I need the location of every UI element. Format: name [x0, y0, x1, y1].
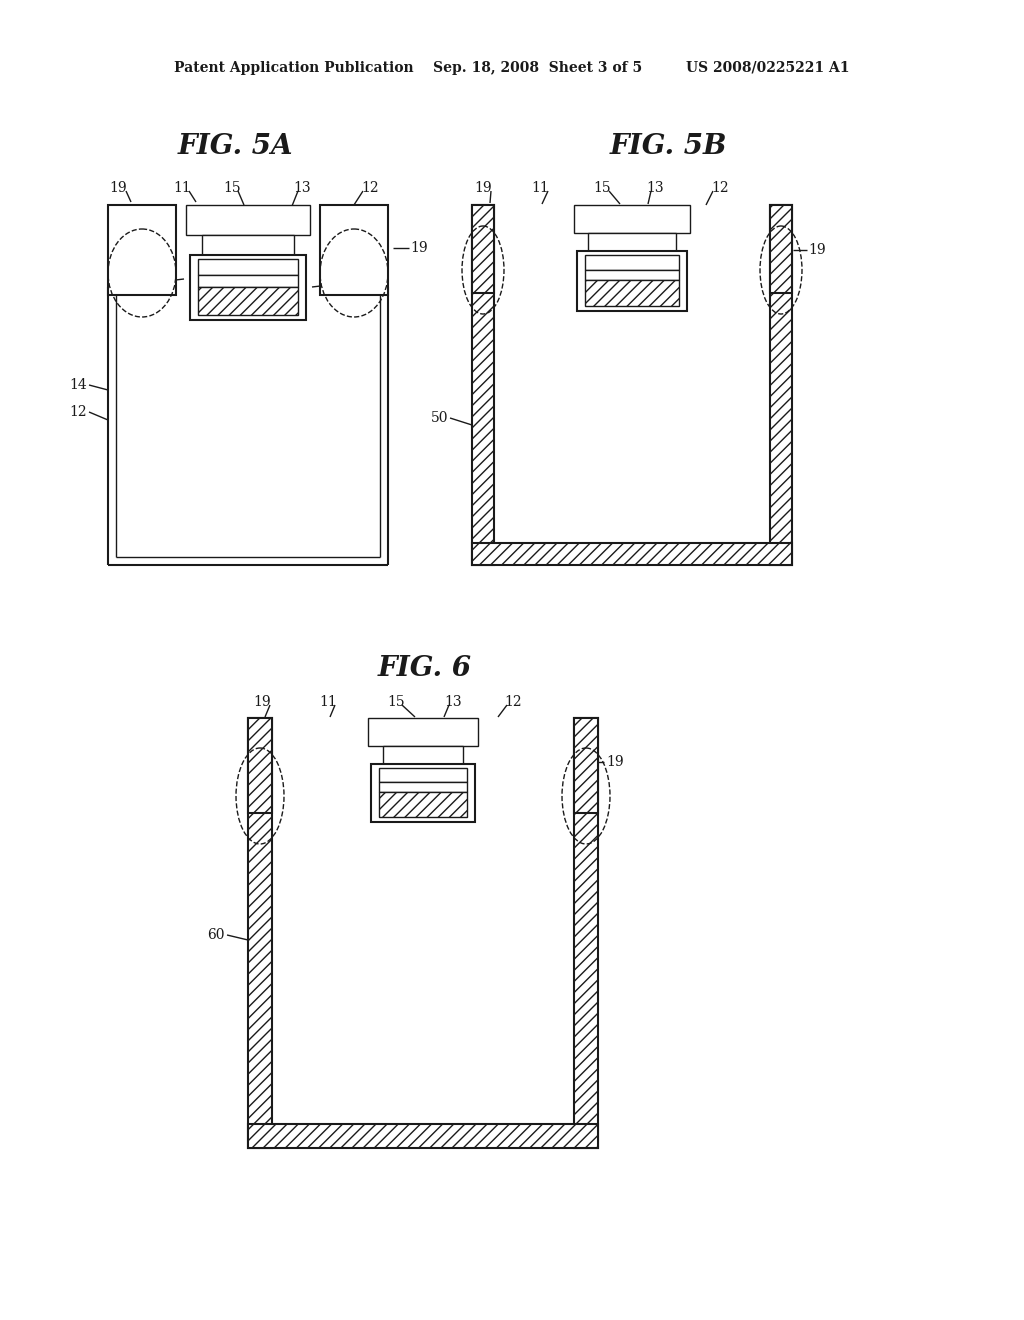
Bar [379, 792, 467, 817]
Text: 19: 19 [606, 755, 624, 770]
Text: 19: 19 [808, 243, 825, 257]
Bar [770, 205, 792, 565]
Text: 11: 11 [531, 181, 549, 195]
Text: 13: 13 [293, 181, 311, 195]
Bar [770, 205, 792, 293]
Bar [368, 718, 478, 746]
Bar [472, 205, 494, 293]
Bar [319, 205, 388, 294]
Bar [248, 1125, 598, 1148]
Bar [186, 205, 310, 235]
Text: 60: 60 [208, 928, 225, 942]
Bar [574, 718, 598, 1148]
Text: 19: 19 [474, 181, 492, 195]
Text: 19: 19 [410, 242, 428, 255]
Bar [379, 781, 467, 792]
Text: 13: 13 [646, 181, 664, 195]
Bar [198, 259, 298, 275]
Text: 50: 50 [430, 411, 449, 425]
Bar [190, 255, 306, 319]
Text: 11: 11 [319, 696, 337, 709]
Bar [248, 718, 272, 1148]
Bar [472, 543, 792, 565]
Bar [472, 205, 494, 565]
Text: 12: 12 [361, 181, 379, 195]
Text: 14: 14 [70, 378, 87, 392]
Text: FIG. 5A: FIG. 5A [177, 133, 293, 161]
Text: FIG. 5B: FIG. 5B [609, 133, 727, 161]
Text: 12: 12 [70, 405, 87, 418]
Bar [198, 275, 298, 286]
Text: FIG. 6: FIG. 6 [378, 655, 472, 681]
Text: 19: 19 [110, 181, 127, 195]
Text: 11: 11 [173, 181, 190, 195]
Text: 15: 15 [387, 696, 404, 709]
Bar [588, 234, 676, 251]
Text: 13: 13 [444, 696, 462, 709]
Bar [574, 718, 598, 813]
Bar [371, 764, 475, 822]
Text: 19: 19 [253, 696, 270, 709]
Text: 15: 15 [593, 181, 610, 195]
Bar [585, 271, 679, 280]
Bar [379, 768, 467, 781]
Bar [585, 280, 679, 306]
Bar [248, 718, 272, 813]
Bar [198, 286, 298, 315]
Text: Patent Application Publication    Sep. 18, 2008  Sheet 3 of 5         US 2008/02: Patent Application Publication Sep. 18, … [174, 61, 850, 75]
Text: 15: 15 [223, 181, 241, 195]
Bar [202, 235, 294, 255]
Text: 12: 12 [712, 181, 729, 195]
Bar [577, 251, 687, 312]
Bar [574, 205, 690, 234]
Bar [585, 255, 679, 271]
Text: 12: 12 [504, 696, 522, 709]
Bar [383, 746, 463, 764]
Bar [108, 205, 176, 294]
